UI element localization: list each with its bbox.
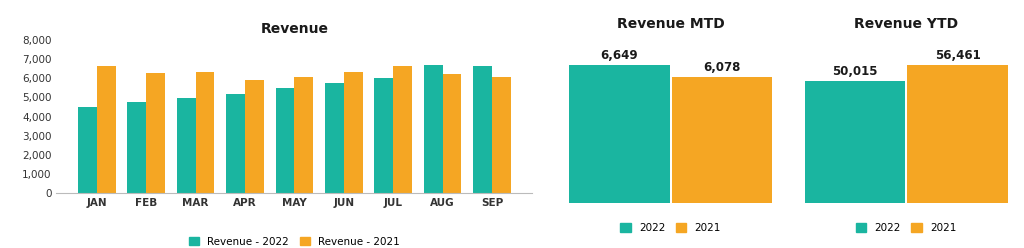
Bar — [78, 107, 96, 193]
Legend: 2022, 2021: 2022, 2021 — [616, 219, 725, 237]
Bar — [805, 81, 905, 203]
Bar — [295, 77, 313, 193]
Title: Revenue YTD: Revenue YTD — [854, 17, 958, 31]
Bar — [907, 65, 1008, 203]
Bar — [375, 78, 393, 193]
Bar — [493, 77, 511, 193]
Bar — [146, 73, 165, 193]
Bar — [344, 72, 362, 193]
Text: 56,461: 56,461 — [935, 49, 980, 62]
Bar — [127, 102, 146, 193]
Legend: Revenue - 2022, Revenue - 2021: Revenue - 2022, Revenue - 2021 — [184, 232, 404, 248]
Bar — [196, 72, 214, 193]
Bar — [569, 65, 670, 203]
Legend: 2022, 2021: 2022, 2021 — [852, 219, 961, 237]
Bar — [672, 77, 772, 203]
Bar — [424, 65, 442, 193]
Text: 50,015: 50,015 — [833, 65, 878, 78]
Text: 6,078: 6,078 — [703, 61, 740, 74]
Title: Revenue: Revenue — [260, 22, 329, 36]
Bar — [325, 83, 344, 193]
Bar — [275, 88, 295, 193]
Bar — [473, 66, 493, 193]
Bar — [96, 66, 116, 193]
Bar — [177, 98, 196, 193]
Title: Revenue MTD: Revenue MTD — [616, 17, 725, 31]
Bar — [226, 94, 245, 193]
Bar — [245, 80, 264, 193]
Text: 6,649: 6,649 — [601, 49, 638, 62]
Bar — [393, 66, 412, 193]
Bar — [442, 74, 462, 193]
